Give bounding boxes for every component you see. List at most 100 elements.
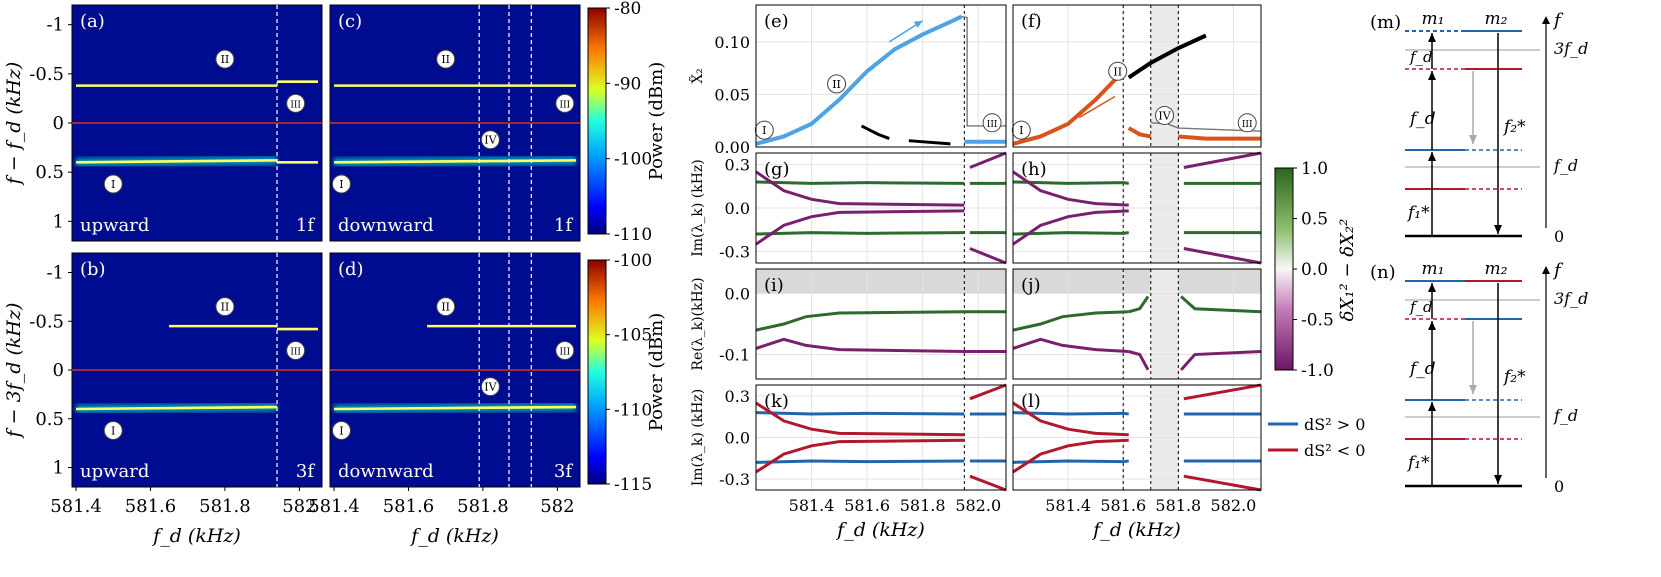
eigen-im-branch [1012,401,1129,437]
level-label: f_d [1409,48,1433,66]
x2-marker: I [1011,120,1031,140]
eigen-im-branch [755,411,965,416]
panel-label: (l) [1021,391,1041,412]
harmonic-label: 3f [296,461,315,482]
colorbar-tick-label: 0.5 [1301,210,1328,230]
spectrogram-feature-marker-text: I [111,178,115,191]
y-axis-label: f − 3f_d (kHz) [3,303,25,440]
x2-marker-circle [1155,105,1175,125]
panel-frame [755,4,1007,148]
spectrogram-feature-marker-text: I [339,424,343,437]
x-tick-label: 581.4 [50,496,102,517]
mode-label: m₁ [1422,9,1445,29]
legend-label: dS² > 0 [1304,415,1365,434]
panel-label: (j) [1021,275,1041,296]
x-tick-label: 581.8 [1155,496,1201,515]
eigen-im-branch [969,383,1007,401]
x-tick-label: 581.4 [308,496,360,517]
stability-panel-1-1: (h) [1012,151,1262,265]
stability-panel-1-0: (g) 0.3 0.0 -0.3 Im(λ_k) (kHz) [690,151,1007,265]
emission-arrow-head [1494,225,1502,234]
colorbar-gradient [587,7,607,235]
panel-label: (g) [764,159,790,180]
x-axis-label: f_d (kHz) [151,525,241,547]
arrow-label: f₁* [1406,453,1430,473]
pump-arrow-head [1428,321,1436,330]
panel-frame [1012,4,1262,148]
spectrogram-feature-marker-circle [331,174,351,194]
eigen-im-branch [755,180,965,185]
eigen-im-branch [755,209,965,246]
x2-marker-circle [754,120,774,140]
x2-branch-black [1127,33,1207,80]
y-tick-label: 0.10 [714,33,750,52]
y-axis-label: X̃₂ [688,68,706,84]
x-tick-label: 582 [282,496,316,517]
y-tick-label: 0.0 [725,429,750,448]
eigen-im-branch [1012,411,1129,416]
sweep-direction-label: upward [80,215,149,236]
level-label: 0 [1554,227,1564,246]
spectrogram-feature-marker-circle [555,93,575,113]
spectrogram-feature-marker-circle [480,377,500,397]
eigen-im-branch [1012,231,1129,236]
panel-label: (a) [80,11,105,32]
x2-marker-text: II [832,78,841,91]
y-tick-label: -0.3 [719,470,750,489]
colorbar-gradient [587,259,607,485]
emission-arrow-head [1469,135,1477,144]
y-tick-label: 0.3 [725,156,750,175]
spectrogram-feature-marker-text: II [221,301,230,314]
stability-panel-3-1: (l) 581.4 581.6 581.8 582.0 f_d (kHz) [1012,383,1262,541]
spectrogram-branch [75,159,278,164]
x-axis-label: f_d (kHz) [835,519,925,541]
arrow-label: f₂* [1502,367,1526,387]
level-label: f_d [1553,406,1578,425]
spectrogram-feature-marker-circle [103,174,123,194]
x-tick-label: 582.0 [955,496,1001,515]
x-tick-label: 581.8 [199,496,251,517]
eigen-im-branch [1012,459,1129,464]
x2-marker-circle [982,113,1002,133]
panel-frame [1012,268,1262,380]
x2-marker-circle [1237,113,1257,133]
colorbar-tick-label: -100 [614,150,652,170]
spectrogram-feature-marker-circle [215,49,235,69]
level-label: 3f_d [1554,289,1588,308]
y-tick-label: -1 [46,15,64,36]
eigen-re-branch [1128,350,1150,371]
level-label: 3f_d [1554,39,1588,58]
eigen-re-branch [755,310,965,332]
colorbar-tick-label: 0.0 [1301,260,1328,280]
panel-frame [1012,384,1262,491]
x2-marker-text: II [1113,65,1122,78]
sweep-direction-label: downward [338,461,434,482]
x-tick-label: 581.4 [789,496,835,515]
level-label: 0 [1554,477,1564,496]
panel-frame [755,384,1007,491]
eigen-im-branch [969,474,1007,492]
colorbar-tick-label: -115 [614,475,652,495]
y-axis-label: Re(λ_k)(kHz) [690,277,706,370]
diverging-colorbar-gradient [1274,167,1294,371]
y-tick-label: 0 [53,113,64,134]
spectrogram-feature-marker-text: II [441,53,450,66]
panel-label: (h) [1021,159,1047,180]
spectrogram-feature-marker-circle [480,130,500,150]
spectrogram-feature-marker: III [286,341,306,360]
bistable-window-shade [1150,269,1179,379]
sweep-arrow [1078,95,1116,119]
y-tick-label: -0.3 [719,242,750,261]
bistable-window-shade [1150,5,1179,147]
sweep-direction-label: downward [338,215,434,236]
unstable-region-shade [1013,269,1261,294]
spectrogram-feature-marker: I [331,174,351,194]
frequency-axis-arrow [1542,16,1550,24]
spectrogram-feature-marker-circle [436,297,456,317]
stability-panel-3-0: (k) 0.3 0.0 -0.3 Im(λ_k) (kHz) 581.4 581.6 581.… [690,383,1007,541]
x2-marker: III [1237,113,1257,133]
